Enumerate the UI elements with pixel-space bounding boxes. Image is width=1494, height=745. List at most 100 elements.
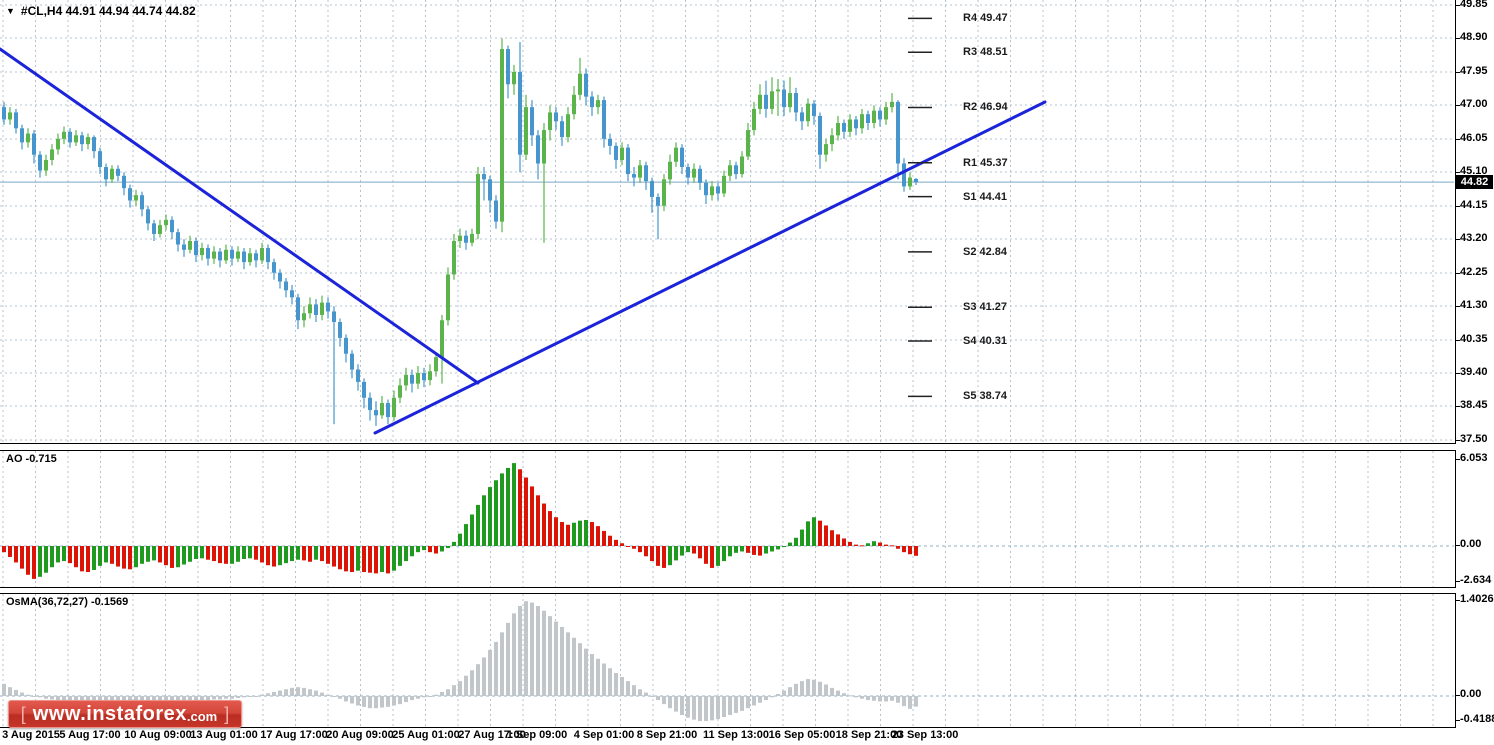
time-axis-label: 23 Sep 13:00 [891,729,959,741]
candle-down [614,145,618,160]
osma-panel-label: OsMA(36,72,27) -0.1569 [6,596,129,608]
osma-bar [518,605,522,696]
osma-axis-tick [1455,600,1460,601]
ao-bar [476,504,480,546]
price-axis-label: 42.25 [1460,266,1488,278]
time-axis-label: 5 Aug 17:00 [59,729,121,741]
ao-bar [248,546,252,559]
ao-bar [194,546,198,560]
candle-down [314,304,318,315]
pivot-label: R2 46.94 [963,101,1008,114]
ao-bar [434,546,438,554]
candle-up [890,101,894,108]
osma-bar [122,696,126,703]
ao-bar [698,546,702,559]
price-axis-label: 37.50 [1460,433,1488,445]
ao-indicator-panel[interactable] [0,450,1456,588]
instaforex-logo[interactable]: [www.instaforex .com] [8,700,242,728]
ao-bar [458,533,462,546]
osma-bar [392,696,396,706]
osma-bar [74,696,78,701]
uptrend-line[interactable] [373,100,1047,435]
osma-bar [614,672,618,696]
osma-bar [464,675,468,696]
ao-bar [710,546,714,568]
ao-bar [566,524,570,546]
candle-up [8,112,12,120]
ao-bar [548,511,552,546]
osma-bar [188,696,192,702]
ao-bar [284,546,288,564]
candle-up [74,135,78,143]
candle-down [914,179,918,183]
osma-bar [110,696,114,703]
candle-down [230,249,234,259]
osma-bar [674,696,678,712]
osma-bar [884,696,888,702]
candle-down [590,96,594,108]
osma-bar [746,696,750,709]
ao-bar [404,546,408,562]
time-axis-label: 17 Aug 17:00 [260,729,328,741]
osma-bar [662,696,666,705]
osma-bar [296,687,300,696]
candle-down [704,182,708,196]
ao-bar [380,546,384,573]
candle-up [566,114,570,138]
osma-bar [254,696,258,697]
ao-bar [416,546,420,553]
candle-up [188,240,192,250]
osma-bar [368,696,372,709]
osma-indicator-panel[interactable] [0,593,1456,728]
osma-bar [632,685,636,696]
price-axis-tick [1455,440,1460,441]
osma-bar [356,696,360,706]
candle-up [248,253,252,263]
symbol-dropdown-icon[interactable]: ▼ [6,6,15,16]
osma-bar [416,696,420,699]
ao-bar [656,546,660,566]
osma-bar [176,696,180,703]
current-price-badge: 44.82 [1456,175,1493,189]
candle-up [224,249,228,261]
ao-bar [590,522,594,546]
osma-bar [596,658,600,696]
ao-bar [278,546,282,566]
pivot-label: R3 48.51 [963,46,1008,59]
ao-bar [854,544,858,546]
ao-bar [632,546,636,549]
candle-up [392,397,396,418]
ao-bar [692,546,696,554]
candle-down [332,311,336,323]
main-chart-panel[interactable] [0,0,1456,444]
candle-up [578,73,582,95]
candle-down [338,322,342,338]
candle-up [860,114,864,129]
ao-bar [326,546,330,564]
osma-bar [440,691,444,696]
osma-bar [98,696,102,703]
main-chart-canvas [0,0,1454,442]
ao-bar [482,495,486,546]
ao-bar [176,546,180,568]
ao-bar [674,546,678,561]
osma-bar [380,696,384,708]
ao-bar [890,545,894,547]
price-axis-tick [1455,172,1460,173]
osma-axis-label: -0.4188 [1460,713,1494,725]
ao-bar [2,546,6,553]
candle-down [20,128,24,143]
ao-bar [866,543,870,546]
ao-bar [296,546,300,560]
candle-up [770,91,774,109]
osma-bar [506,622,510,696]
ao-bar [122,546,126,569]
time-axis-label: 1 Sep 09:00 [506,729,568,741]
candle-up [416,373,420,384]
ao-bar [338,546,342,570]
ao-bar [464,524,468,546]
ao-bar [644,546,648,557]
price-axis-label: 45.10 [1460,165,1488,177]
candle-up [572,94,576,115]
downtrend-line[interactable] [0,47,480,385]
